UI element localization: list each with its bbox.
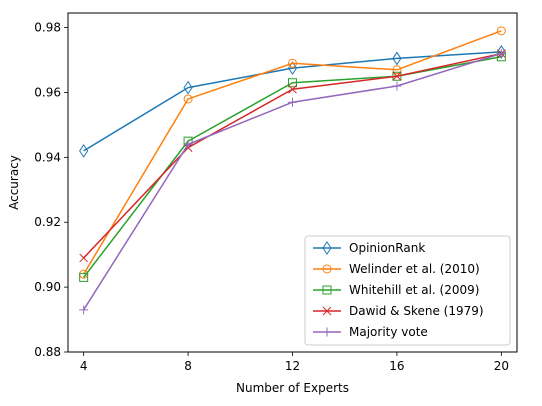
data-point	[79, 253, 89, 263]
legend-label: Welinder et al. (2010)	[349, 262, 480, 276]
y-tick-label: 0.96	[34, 85, 61, 99]
legend-item: OpinionRank	[313, 241, 425, 255]
y-tick-label: 0.88	[34, 345, 61, 359]
data-point	[79, 143, 89, 158]
x-tick-label: 16	[389, 359, 404, 373]
legend-label: Dawid & Skene (1979)	[349, 304, 484, 318]
data-point	[392, 51, 402, 66]
y-tick-label: 0.92	[34, 215, 61, 229]
legend-marker	[322, 306, 332, 316]
legend-label: OpinionRank	[349, 241, 425, 255]
data-point	[496, 49, 506, 59]
x-axis-ticks: 4 8 12 16 20	[80, 352, 509, 373]
series-4	[79, 49, 506, 315]
series-line	[83, 30, 502, 275]
data-point	[183, 94, 193, 104]
y-tick-label: 0.90	[34, 280, 61, 294]
data-point	[288, 58, 297, 68]
legend-item: Dawid & Skene (1979)	[313, 304, 484, 318]
data-point	[288, 84, 297, 94]
legend-item: Welinder et al. (2010)	[313, 262, 480, 276]
y-axis-label: Accuracy	[7, 155, 21, 210]
x-tick-label: 20	[494, 359, 509, 373]
legend-marker	[322, 264, 332, 274]
data-point	[392, 65, 402, 75]
legend-label: Whitehill et al. (2009)	[349, 283, 479, 297]
data-point	[288, 97, 297, 107]
legend: OpinionRank Welinder et al. (2010) Whitehi…	[304, 235, 511, 346]
data-point	[392, 81, 402, 91]
data-point	[79, 305, 89, 315]
data-point	[79, 272, 89, 282]
legend-marker	[322, 241, 332, 255]
series-line	[83, 56, 502, 278]
y-tick-label: 0.94	[34, 150, 61, 164]
legend-item: Whitehill et al. (2009)	[313, 283, 479, 297]
data-point	[183, 80, 193, 95]
x-tick-label: 12	[285, 359, 300, 373]
x-axis-label: Number of Experts	[236, 381, 349, 395]
legend-marker	[322, 327, 332, 337]
data-point	[496, 26, 506, 36]
y-tick-label: 0.98	[34, 21, 61, 35]
data-point	[288, 78, 297, 88]
data-point	[183, 139, 193, 149]
legend-label: Majority vote	[349, 325, 428, 339]
legend-box	[304, 235, 511, 346]
legend-marker	[322, 285, 332, 295]
x-tick-label: 4	[80, 359, 88, 373]
legend-item: Majority vote	[313, 325, 428, 339]
x-tick-label: 8	[184, 359, 192, 373]
y-axis-ticks: 0.88 0.90 0.92 0.94 0.96 0.98	[34, 21, 68, 359]
data-point	[392, 71, 402, 81]
